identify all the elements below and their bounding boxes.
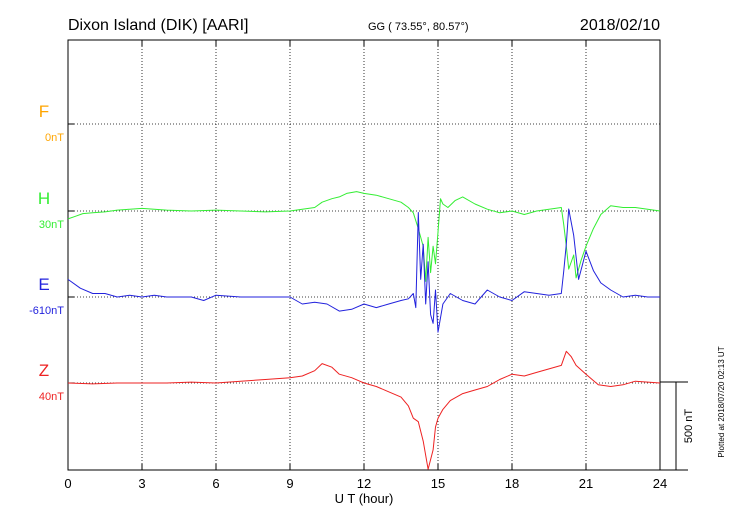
series-labels: F 0nT H 30nT E -610nT Z 40nT xyxy=(29,102,64,403)
series-name-e: E xyxy=(38,275,49,294)
x-tick-label: 21 xyxy=(579,476,593,491)
scale-bar: 500 nT xyxy=(660,381,695,471)
x-axis-label: U T (hour) xyxy=(335,491,394,506)
series-baseline-f: 0nT xyxy=(45,132,64,144)
x-tick-label: 6 xyxy=(212,476,219,491)
series-baseline-h: 30nT xyxy=(39,219,64,231)
series-name-f: F xyxy=(39,102,49,121)
coordinates-label: GG ( 73.55°, 80.57°) xyxy=(368,21,469,33)
x-axis-ticks: 0 3 6 9 12 15 18 21 24 xyxy=(64,40,667,491)
series-line-z xyxy=(67,350,661,470)
x-tick-label: 12 xyxy=(357,476,371,491)
x-tick-label: 18 xyxy=(505,476,519,491)
date-label: 2018/02/10 xyxy=(580,17,660,34)
series-baseline-e: -610nT xyxy=(29,305,64,317)
x-tick-label: 9 xyxy=(286,476,293,491)
plotted-timestamp: Plotted at 2018/07/20 02:13 UT xyxy=(717,346,726,457)
series-baseline-z: 40nT xyxy=(39,391,64,403)
x-tick-label: 24 xyxy=(653,476,667,491)
station-title: Dixon Island (DIK) [AARI] xyxy=(68,17,249,34)
x-tick-label: 3 xyxy=(138,476,145,491)
series-line-h xyxy=(67,191,661,282)
x-tick-label: 15 xyxy=(431,476,445,491)
grid-lines xyxy=(68,40,660,470)
series-name-h: H xyxy=(38,189,50,208)
series-lines xyxy=(67,191,661,470)
series-name-z: Z xyxy=(39,361,49,380)
scale-bar-label: 500 nT xyxy=(683,409,695,444)
plot-frame xyxy=(67,39,661,471)
series-line-e xyxy=(67,208,660,333)
x-tick-label: 0 xyxy=(64,476,71,491)
